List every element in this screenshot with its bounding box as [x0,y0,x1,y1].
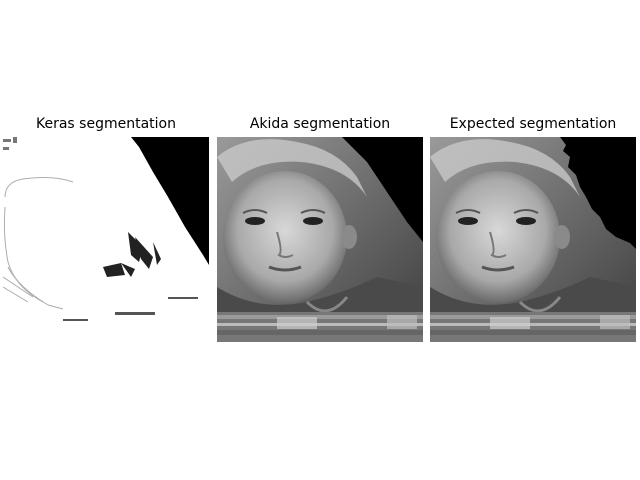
panel-title-expected: Expected segmentation [449,116,617,132]
panel-title-akida: Akida segmentation [249,116,391,132]
akida-segmentation-image [217,137,423,342]
expected-segmentation-image [430,137,636,342]
keras-mask-image [3,137,209,342]
panel-title-keras: Keras segmentation [36,116,176,132]
